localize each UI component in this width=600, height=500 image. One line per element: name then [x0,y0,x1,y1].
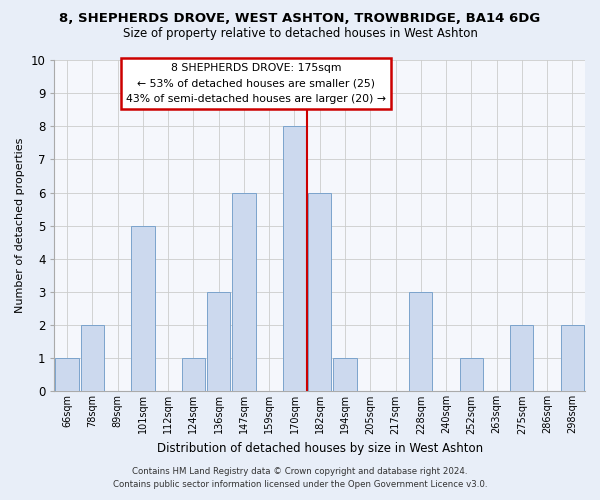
Bar [510,325,533,392]
Text: Contains HM Land Registry data © Crown copyright and database right 2024.
Contai: Contains HM Land Registry data © Crown c… [113,468,487,489]
X-axis label: Distribution of detached houses by size in West Ashton: Distribution of detached houses by size … [157,442,483,455]
Bar [232,192,256,392]
Y-axis label: Number of detached properties: Number of detached properties [15,138,25,314]
Bar [308,192,331,392]
Text: 8 SHEPHERDS DROVE: 175sqm
← 53% of detached houses are smaller (25)
43% of semi-: 8 SHEPHERDS DROVE: 175sqm ← 53% of detac… [126,64,386,104]
Bar [283,126,306,392]
Bar [561,325,584,392]
Bar [131,226,155,392]
Bar [409,292,433,392]
Bar [207,292,230,392]
Bar [182,358,205,392]
Text: 8, SHEPHERDS DROVE, WEST ASHTON, TROWBRIDGE, BA14 6DG: 8, SHEPHERDS DROVE, WEST ASHTON, TROWBRI… [59,12,541,26]
Bar [460,358,483,392]
Bar [55,358,79,392]
Text: Size of property relative to detached houses in West Ashton: Size of property relative to detached ho… [122,28,478,40]
Bar [334,358,356,392]
Bar [81,325,104,392]
